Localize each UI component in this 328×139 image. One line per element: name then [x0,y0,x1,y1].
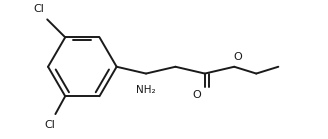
Text: O: O [234,52,242,62]
Text: Cl: Cl [34,4,45,14]
Text: NH₂: NH₂ [136,85,156,95]
Text: Cl: Cl [44,120,55,130]
Text: O: O [192,90,201,100]
